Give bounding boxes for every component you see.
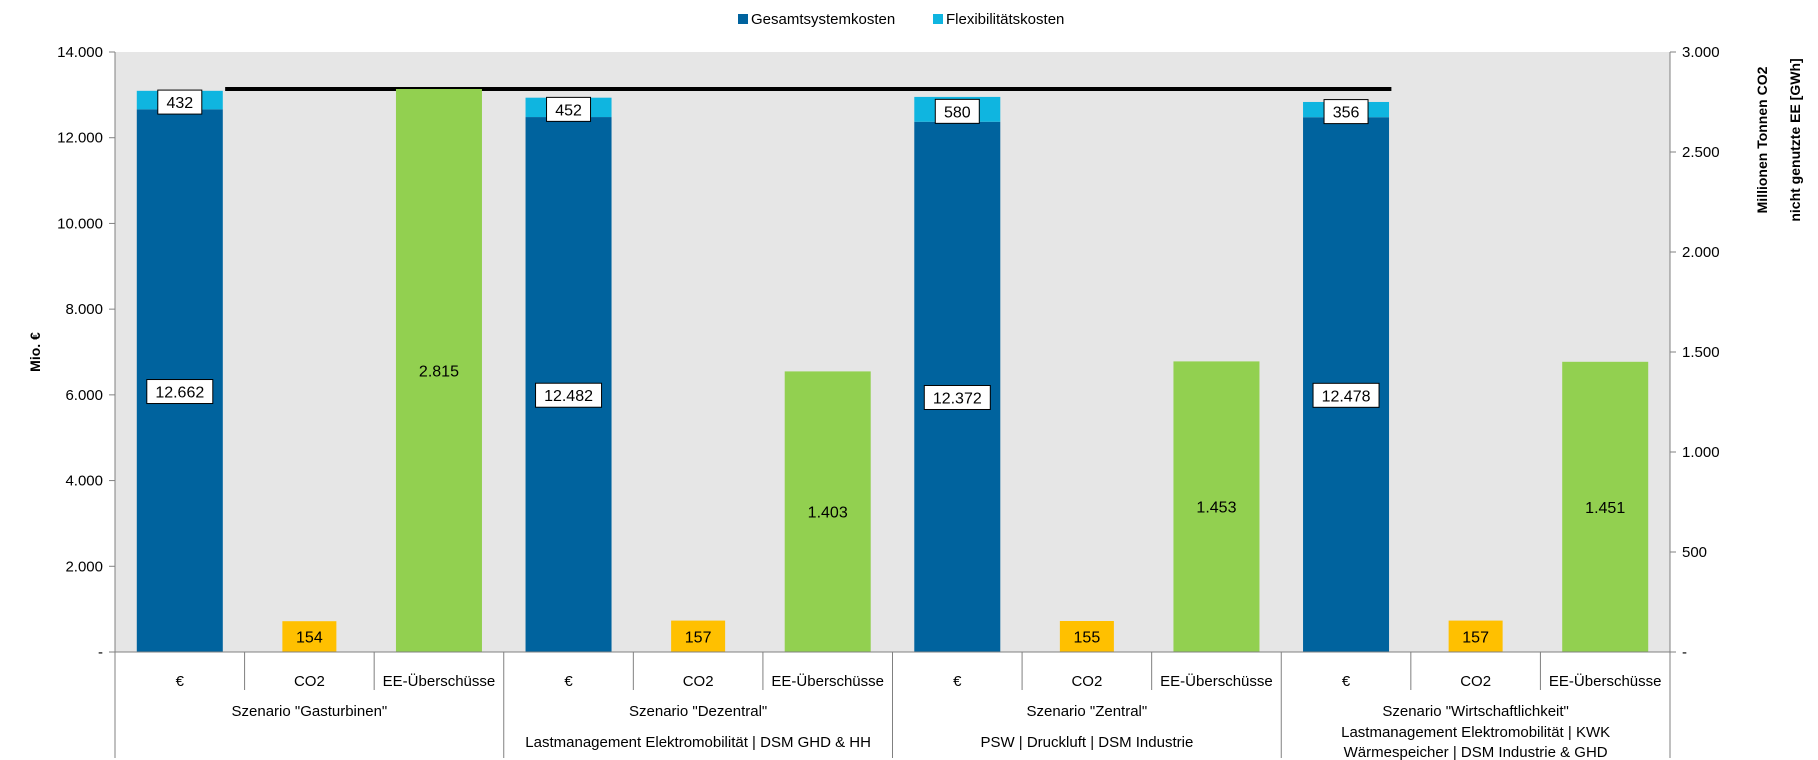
category-label-1-1: CO2 (683, 673, 714, 690)
group-label-0: Szenario "Gasturbinen" (232, 703, 388, 720)
group-label-2: Szenario "Zentral" (1027, 703, 1148, 720)
bar-co2-0 (282, 621, 337, 652)
category-label-2-0: € (953, 673, 962, 690)
category-label-0-2: EE-Überschüsse (383, 672, 496, 690)
y-tick-left-7: 14.000 (57, 44, 103, 61)
group-subtitle-2-0: PSW | Druckluft | DSM Industrie (980, 734, 1193, 751)
label-gesamt-2: 12.372 (933, 390, 982, 407)
legend-label-1: Flexibilitätskosten (946, 11, 1064, 28)
bar-co2-3 (1448, 620, 1503, 652)
label-flex-3-box (1323, 99, 1369, 125)
bar-co2-2 (1059, 621, 1114, 652)
label-gesamt-0-box (146, 379, 214, 405)
group-subtitle-1-0: Lastmanagement Elektromobilität | DSM GH… (525, 734, 871, 751)
category-label-2-2: EE-Überschüsse (1160, 672, 1273, 690)
y-tick-left-4: 8.000 (65, 301, 103, 318)
group-subtitle-3-0: Lastmanagement Elektromobilität | KWK (1341, 724, 1610, 741)
y-tick-right-4: 2.000 (1682, 244, 1720, 261)
group-subtitle-3-1: Wärmespeicher | DSM Industrie & GHD (1344, 744, 1608, 760)
label-flex-2: 580 (944, 104, 971, 121)
y-tick-left-1: 2.000 (65, 558, 103, 575)
label-ee-3: 1.451 (1585, 500, 1625, 517)
label-gesamt-3: 12.478 (1322, 388, 1371, 405)
y-axis-title-left: Mio. € (27, 332, 43, 372)
category-label-3-2: EE-Überschüsse (1549, 672, 1662, 690)
y-tick-left-0: - (98, 644, 103, 661)
label-gesamt-3-box (1312, 382, 1380, 408)
label-co2-3: 157 (1462, 629, 1489, 646)
label-ee-2: 1.453 (1196, 500, 1236, 517)
y-tick-left-6: 12.000 (57, 130, 103, 147)
bar-ee-1 (784, 371, 871, 652)
bar-ee-3 (1562, 361, 1649, 652)
axes: - 2.000 4.000 6.000 8.000 10.000 12.000 14.000 -… (57, 44, 1719, 661)
group-label-1: Szenario "Dezentral" (629, 703, 767, 720)
group-label-3: Szenario "Wirtschaftlichkeit" (1382, 703, 1569, 720)
legend-swatch-0 (738, 14, 748, 24)
label-flex-1: 452 (555, 102, 582, 119)
label-flex-2-box (934, 98, 980, 124)
y-tick-right-6: 3.000 (1682, 44, 1720, 61)
label-flex-0: 432 (166, 95, 193, 112)
data-labels: 432 12.662 154 2.815 452 12.482 157 1.403 580 12.… (146, 89, 1625, 647)
label-ee-1: 1.403 (808, 505, 848, 522)
y-tick-right-0: - (1682, 644, 1687, 661)
label-gesamt-0: 12.662 (155, 385, 204, 402)
legend: Gesamtsystemkosten Flexibilitätskosten (738, 11, 1064, 28)
label-flex-0-box (157, 89, 203, 115)
category-label-3-1: CO2 (1460, 673, 1491, 690)
label-gesamt-1: 12.482 (544, 388, 593, 405)
y-tick-right-1: 500 (1682, 544, 1707, 561)
legend-label-0: Gesamtsystemkosten (751, 11, 895, 28)
category-table: € CO2 EE-Überschüsse Szenario "Gasturbinen"… (114, 651, 1671, 760)
legend-swatch-1 (933, 14, 943, 24)
label-flex-3: 356 (1333, 105, 1360, 122)
y-tick-left-2: 4.000 (65, 473, 103, 490)
category-label-1-0: € (564, 673, 573, 690)
label-gesamt-1-box (535, 382, 603, 408)
category-label-1-2: EE-Überschüsse (771, 672, 884, 690)
y-tick-left-3: 6.000 (65, 387, 103, 404)
bar-ee-2 (1173, 361, 1260, 652)
y-tick-right-3: 1.500 (1682, 344, 1720, 361)
label-gesamt-2-box (923, 384, 991, 410)
bar-ee-0 (395, 89, 482, 652)
label-co2-1: 157 (685, 629, 712, 646)
y-axis-title-right-line1: Millionen Tonnen CO2 (1754, 66, 1770, 213)
y-axis-title-right-line2: nicht genutzte EE [GWh] (1787, 58, 1803, 221)
label-co2-0: 154 (296, 630, 323, 647)
label-co2-2: 155 (1074, 630, 1101, 647)
y-tick-right-2: 1.000 (1682, 444, 1720, 461)
bar-co2-1 (671, 620, 726, 652)
category-label-3-0: € (1342, 673, 1351, 690)
label-flex-1-box (546, 96, 592, 122)
category-label-0-0: € (176, 673, 185, 690)
category-label-0-1: CO2 (294, 673, 325, 690)
plot-area (115, 52, 1670, 652)
y-tick-left-5: 10.000 (57, 215, 103, 232)
label-ee-0: 2.815 (419, 364, 459, 381)
category-label-2-1: CO2 (1071, 673, 1102, 690)
y-tick-right-5: 2.500 (1682, 144, 1720, 161)
